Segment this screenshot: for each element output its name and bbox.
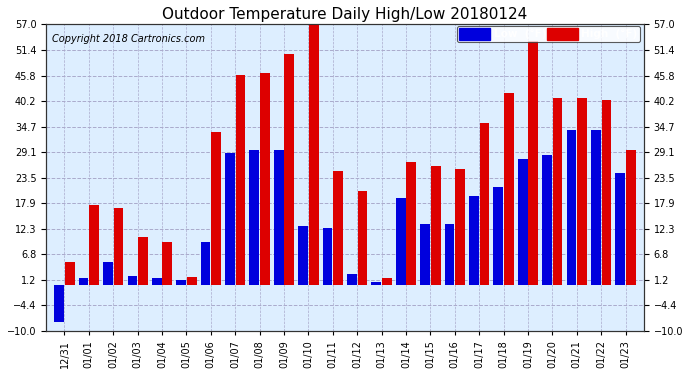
Bar [201, 242, 210, 285]
Bar [347, 274, 357, 285]
Bar [602, 100, 611, 285]
Title: Outdoor Temperature Daily High/Low 20180124: Outdoor Temperature Daily High/Low 20180… [162, 7, 528, 22]
Bar [162, 242, 172, 285]
Bar [103, 262, 113, 285]
Bar [65, 262, 75, 285]
Bar [480, 123, 489, 285]
Bar [626, 150, 635, 285]
Bar [55, 285, 64, 322]
Text: Copyright 2018 Cartronics.com: Copyright 2018 Cartronics.com [52, 34, 205, 44]
Bar [406, 162, 416, 285]
Bar [250, 150, 259, 285]
Bar [382, 278, 392, 285]
Bar [323, 228, 333, 285]
Bar [187, 277, 197, 285]
Bar [591, 130, 601, 285]
Bar [566, 130, 576, 285]
Bar [577, 98, 587, 285]
Bar [79, 278, 88, 285]
Legend: Low  (°F), High  (°F): Low (°F), High (°F) [457, 26, 640, 42]
Bar [284, 54, 294, 285]
Bar [455, 169, 465, 285]
Bar [493, 187, 503, 285]
Bar [274, 150, 284, 285]
Bar [357, 192, 367, 285]
Bar [152, 278, 161, 285]
Bar [529, 40, 538, 285]
Bar [260, 72, 270, 285]
Bar [553, 98, 562, 285]
Bar [308, 24, 319, 285]
Bar [420, 224, 430, 285]
Bar [128, 276, 137, 285]
Bar [469, 196, 479, 285]
Bar [396, 198, 406, 285]
Bar [114, 207, 124, 285]
Bar [431, 166, 440, 285]
Bar [235, 75, 246, 285]
Bar [615, 173, 625, 285]
Bar [89, 205, 99, 285]
Bar [138, 237, 148, 285]
Bar [333, 171, 343, 285]
Bar [211, 132, 221, 285]
Bar [504, 93, 513, 285]
Bar [518, 159, 528, 285]
Bar [371, 282, 382, 285]
Bar [444, 224, 455, 285]
Bar [542, 155, 552, 285]
Bar [177, 280, 186, 285]
Bar [298, 226, 308, 285]
Bar [225, 153, 235, 285]
